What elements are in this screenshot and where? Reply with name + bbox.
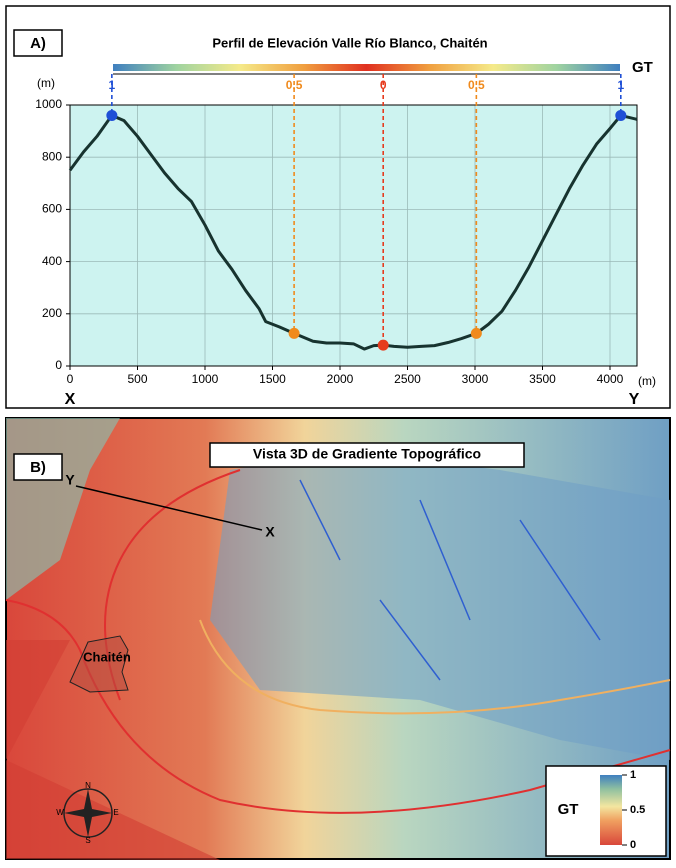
plot-area xyxy=(70,105,637,366)
x-tick-label: 0 xyxy=(67,372,74,386)
panel-label: B) xyxy=(30,459,46,476)
compass: N S E W xyxy=(56,781,118,845)
stream xyxy=(299,479,601,681)
town-label: Chaitén xyxy=(83,649,131,664)
colorbar xyxy=(113,64,620,71)
y-tick-label: 800 xyxy=(42,149,62,163)
x-end: Y xyxy=(629,391,640,408)
x-tick-label: 500 xyxy=(127,372,147,386)
map-title: Vista 3D de Gradiente Topográfico xyxy=(253,446,481,462)
plot-border xyxy=(69,104,638,367)
title-box xyxy=(209,442,525,468)
y-unit: (m) xyxy=(37,76,55,90)
x-unit: (m) xyxy=(638,374,656,388)
compass-n: N xyxy=(85,781,91,790)
y-tick-label: 600 xyxy=(42,202,62,216)
y-tick-label: 400 xyxy=(42,254,62,268)
x-start: X xyxy=(65,391,76,408)
panel-label-box xyxy=(13,29,63,57)
compass-w: W xyxy=(56,808,64,817)
x-tick-label: 4000 xyxy=(597,372,624,386)
y-tick-label: 200 xyxy=(42,306,62,320)
lowland xyxy=(6,640,220,860)
profile-line xyxy=(75,485,263,531)
gt-label: 0.5 xyxy=(468,78,485,92)
point-y: Y xyxy=(65,472,75,488)
x-tick-label: 1000 xyxy=(192,372,219,386)
x-tick-label: 3500 xyxy=(529,372,556,386)
gt-label: 1 xyxy=(617,78,624,92)
x-tick-label: 2500 xyxy=(394,372,421,386)
panel-b: Vista 3D de Gradiente Topográfico B) Y X… xyxy=(5,417,671,860)
gt-label: 0 xyxy=(380,78,387,92)
legend-tick-label: 0.5 xyxy=(630,804,645,816)
chart-title: Perfil de Elevación Valle Río Blanco, Ch… xyxy=(212,35,487,50)
panel-label-box xyxy=(13,453,63,481)
point xyxy=(470,327,482,339)
y-tick-label: 1000 xyxy=(35,97,62,111)
contour xyxy=(199,619,671,715)
plot-a: 0 200 400 600 800 1000 0 500 1000 1500 2000 2500 300… xyxy=(35,59,653,386)
legend-ramp xyxy=(600,775,622,845)
point xyxy=(288,327,300,339)
y-tick-label: 0 xyxy=(55,358,62,372)
river xyxy=(5,599,671,814)
legend-label: GT xyxy=(558,801,579,818)
point-x: X xyxy=(265,524,275,540)
town-area xyxy=(69,635,129,693)
point xyxy=(377,339,389,351)
colorbar-label: GT xyxy=(632,59,653,76)
point xyxy=(106,109,118,121)
mountains xyxy=(210,450,670,760)
compass-s: S xyxy=(85,836,90,845)
legend-tick-label: 0 xyxy=(630,839,636,851)
gt-label: 0.5 xyxy=(286,78,303,92)
x-tick-label: 2000 xyxy=(327,372,354,386)
compass-e: E xyxy=(113,808,118,817)
legend-tick-label: 1 xyxy=(630,769,636,781)
point xyxy=(615,109,627,121)
gt-label: 1 xyxy=(109,78,116,92)
x-tick-label: 3000 xyxy=(462,372,489,386)
legend-ticks: 10.50 xyxy=(622,769,645,851)
x-tick-label: 1500 xyxy=(259,372,286,386)
profile-line xyxy=(68,113,638,351)
panel-label: A) xyxy=(30,35,46,52)
